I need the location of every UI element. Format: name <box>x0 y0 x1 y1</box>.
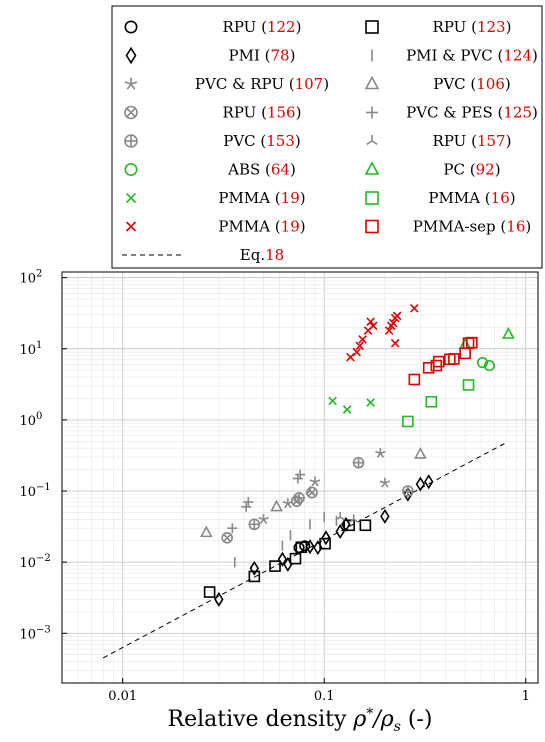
series-15 <box>409 338 476 385</box>
data-point <box>393 312 401 320</box>
legend-label: PVC & PES (125) <box>406 104 538 122</box>
legend-label: PC (92) <box>443 161 500 179</box>
legend-label: PVC & RPU (107) <box>195 75 329 93</box>
legend-label: RPU (157) <box>433 132 512 150</box>
legend: RPU (122) RPU (123) PMI (78) PMI & PVC (124… <box>112 6 542 268</box>
legend-label: PMMA (19) <box>218 218 305 236</box>
y-tick-exponent: −2 <box>36 553 51 564</box>
data-point <box>249 519 259 529</box>
y-tick-exponent: 0 <box>36 411 42 422</box>
x-tick-label: 0.01 <box>108 689 137 704</box>
x-axis-label-sub: s <box>394 719 401 735</box>
legend-label: PVC (153) <box>223 132 301 150</box>
data-point <box>343 406 351 414</box>
legend-marker <box>125 135 137 147</box>
data-point <box>391 339 399 347</box>
data-point <box>272 501 282 510</box>
series-12 <box>329 397 375 413</box>
legend-label: PMI (78) <box>229 47 296 65</box>
y-tick-label: 10 <box>19 343 36 358</box>
data-point <box>336 525 344 537</box>
x-axis-label-math: ρ <box>352 707 366 732</box>
y-tick-exponent: 2 <box>36 269 42 280</box>
legend-label: RPU (123) <box>433 18 512 36</box>
series-14 <box>347 305 418 361</box>
legend-label: PMMA-sep (16) <box>413 218 531 236</box>
legend-label: PMI & PVC (124) <box>406 47 538 65</box>
data-point <box>251 562 258 574</box>
data-point <box>227 523 237 533</box>
y-tick-label: 10 <box>19 627 36 642</box>
legend-label: PVC (106) <box>433 75 511 93</box>
data-point <box>434 357 444 367</box>
y-tick-exponent: −1 <box>36 482 51 493</box>
y-tick-label: 10 <box>19 414 36 429</box>
x-axis-label-unit: (-) <box>401 707 433 732</box>
data-point <box>403 486 413 496</box>
data-point <box>425 476 433 488</box>
legend-label: RPU (156) <box>223 104 302 122</box>
y-tick-label: 10 <box>19 272 36 287</box>
data-point <box>354 458 364 468</box>
y-tick-exponent: −3 <box>36 624 51 635</box>
legend-label: Eq.18 <box>240 246 284 264</box>
data-point <box>403 416 413 426</box>
y-tick-label: 10 <box>19 485 36 500</box>
data-point <box>222 533 232 543</box>
data-point <box>375 448 385 457</box>
data-point <box>294 493 304 503</box>
legend-label: RPU (122) <box>223 18 302 36</box>
data-point <box>360 520 370 530</box>
data-point <box>503 329 513 338</box>
data-point <box>243 497 253 507</box>
x-tick-label: 1 <box>522 689 530 704</box>
y-tick-exponent: 1 <box>36 340 42 351</box>
legend-label: PMMA (19) <box>218 189 305 207</box>
data-point <box>241 502 251 512</box>
data-point <box>409 374 419 384</box>
data-point <box>205 587 215 597</box>
series-8 <box>249 458 413 530</box>
y-tick-label: 10 <box>19 556 36 571</box>
legend-label: ABS (64) <box>227 161 296 179</box>
x-axis-label-math: /ρ <box>371 707 393 732</box>
legend-label: PMMA (16) <box>428 189 515 207</box>
x-tick-label: 0.1 <box>314 689 335 704</box>
data-point <box>367 399 375 407</box>
x-axis-label-text: Relative density <box>168 707 354 732</box>
data-point <box>201 527 211 536</box>
data-marks <box>201 305 513 606</box>
x-axis-label-sup: * <box>366 706 373 722</box>
x-axis-label: Relative density ρ*/ρs (-) <box>168 706 433 735</box>
